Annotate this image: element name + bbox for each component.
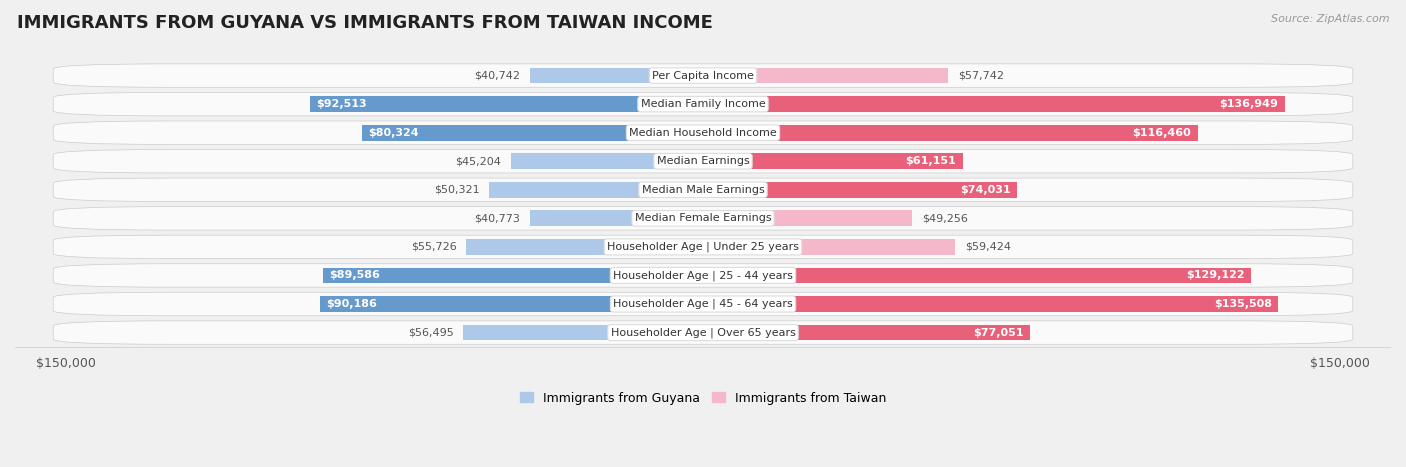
Text: $61,151: $61,151 — [905, 156, 956, 166]
Bar — [703, 96, 1285, 112]
Text: $45,204: $45,204 — [456, 156, 502, 166]
Bar — [311, 96, 703, 112]
FancyBboxPatch shape — [53, 321, 1353, 344]
Bar — [530, 211, 703, 226]
Text: Householder Age | Over 65 years: Householder Age | Over 65 years — [610, 327, 796, 338]
Text: $92,513: $92,513 — [316, 99, 367, 109]
Text: $55,726: $55,726 — [411, 242, 457, 252]
Bar — [703, 68, 948, 84]
Text: Median Female Earnings: Median Female Earnings — [634, 213, 772, 223]
Text: Median Household Income: Median Household Income — [628, 127, 778, 138]
Text: $40,773: $40,773 — [474, 213, 520, 223]
Text: $57,742: $57,742 — [957, 71, 1004, 81]
Text: $80,324: $80,324 — [368, 127, 419, 138]
Text: $77,051: $77,051 — [973, 327, 1024, 338]
Bar — [321, 296, 703, 312]
Text: $90,186: $90,186 — [326, 299, 377, 309]
FancyBboxPatch shape — [53, 178, 1353, 201]
Legend: Immigrants from Guyana, Immigrants from Taiwan: Immigrants from Guyana, Immigrants from … — [515, 387, 891, 410]
Text: $59,424: $59,424 — [965, 242, 1011, 252]
Text: Median Family Income: Median Family Income — [641, 99, 765, 109]
FancyBboxPatch shape — [53, 121, 1353, 144]
Bar — [361, 125, 703, 141]
Text: IMMIGRANTS FROM GUYANA VS IMMIGRANTS FROM TAIWAN INCOME: IMMIGRANTS FROM GUYANA VS IMMIGRANTS FRO… — [17, 14, 713, 32]
Bar — [703, 325, 1031, 340]
Bar — [703, 153, 963, 169]
Bar — [322, 268, 703, 283]
Text: $129,122: $129,122 — [1187, 270, 1244, 281]
FancyBboxPatch shape — [53, 264, 1353, 287]
Bar — [489, 182, 703, 198]
Bar — [510, 153, 703, 169]
FancyBboxPatch shape — [53, 92, 1353, 116]
Text: Householder Age | 25 - 44 years: Householder Age | 25 - 44 years — [613, 270, 793, 281]
FancyBboxPatch shape — [53, 292, 1353, 316]
Bar — [703, 211, 912, 226]
Text: $40,742: $40,742 — [474, 71, 520, 81]
Text: $74,031: $74,031 — [960, 185, 1011, 195]
Bar — [530, 68, 703, 84]
Text: Householder Age | 45 - 64 years: Householder Age | 45 - 64 years — [613, 299, 793, 309]
Text: $50,321: $50,321 — [434, 185, 479, 195]
Bar — [463, 325, 703, 340]
Bar — [703, 296, 1278, 312]
Text: Median Earnings: Median Earnings — [657, 156, 749, 166]
Bar — [703, 125, 1198, 141]
Text: Householder Age | Under 25 years: Householder Age | Under 25 years — [607, 241, 799, 252]
Text: $49,256: $49,256 — [922, 213, 967, 223]
Bar — [467, 239, 703, 255]
FancyBboxPatch shape — [53, 206, 1353, 230]
Bar — [703, 239, 955, 255]
Text: $116,460: $116,460 — [1132, 127, 1191, 138]
Bar — [703, 268, 1251, 283]
FancyBboxPatch shape — [53, 149, 1353, 173]
FancyBboxPatch shape — [53, 64, 1353, 87]
Text: $135,508: $135,508 — [1215, 299, 1272, 309]
Text: Source: ZipAtlas.com: Source: ZipAtlas.com — [1271, 14, 1389, 24]
FancyBboxPatch shape — [53, 235, 1353, 259]
Text: $89,586: $89,586 — [329, 270, 380, 281]
Text: $136,949: $136,949 — [1219, 99, 1278, 109]
Bar — [703, 182, 1018, 198]
Text: $56,495: $56,495 — [408, 327, 454, 338]
Text: Per Capita Income: Per Capita Income — [652, 71, 754, 81]
Text: Median Male Earnings: Median Male Earnings — [641, 185, 765, 195]
